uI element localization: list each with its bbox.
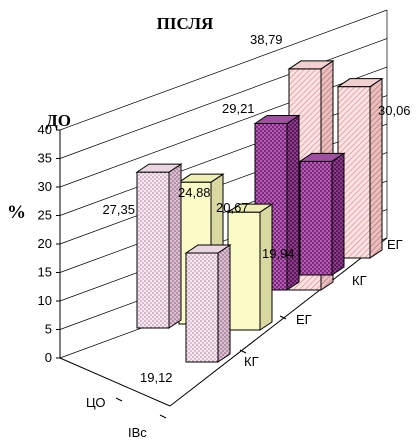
bar-side-face: [331, 152, 345, 276]
depth-tick: [115, 397, 123, 402]
bar-front-face: [185, 252, 219, 363]
bar-value-label: 24,88: [178, 185, 211, 200]
group-axis-label: ЕГ: [296, 312, 312, 327]
depth-tick: [159, 414, 167, 419]
y-tick-label: 10: [38, 293, 52, 308]
floor-right-edge: [169, 237, 388, 407]
group-axis-label: ЕГ: [387, 237, 403, 252]
bar-layer: [135, 59, 384, 363]
bar-value-label: 20,67: [216, 200, 249, 215]
bar-top-face: [184, 244, 232, 254]
bar-front-face: [136, 171, 170, 329]
chart-title-after: ПІСЛЯ: [157, 14, 214, 33]
bar-front-face: [227, 211, 261, 331]
group-axis-label: КГ: [244, 354, 259, 369]
y-tick-label: 15: [38, 265, 52, 280]
bar-top-face: [177, 173, 225, 183]
bar-value-label: 27,35: [102, 202, 135, 217]
bar-top-face: [336, 78, 384, 88]
group-axis-label: КГ: [352, 273, 367, 288]
floor-front-edge: [59, 357, 171, 407]
grid-line: [59, 38, 388, 159]
y-tick-label: 30: [38, 179, 52, 194]
bar-value-label: 38,79: [250, 32, 283, 47]
bar-value-label: 19,94: [262, 246, 295, 261]
y-tick-label: 25: [38, 208, 52, 223]
bar-value-label: 30,06: [378, 103, 411, 118]
bar-side-face: [259, 203, 273, 331]
bar-top-face: [226, 203, 274, 213]
y-tick-label: 40: [38, 122, 52, 137]
bar-top-face: [135, 163, 183, 173]
series-axis-label: ІВс: [128, 425, 147, 440]
y-tick-label: 0: [45, 350, 52, 365]
y-tick-label: 5: [45, 322, 52, 337]
bar-value-label: 29,21: [222, 101, 255, 116]
y-tick-label: 35: [38, 151, 52, 166]
y-axis-label: %: [7, 202, 26, 223]
floor-tick: [279, 315, 287, 320]
floor-tick: [239, 349, 247, 354]
series-axis-label: ЦО: [86, 395, 105, 410]
bar-value-label: 19,12: [140, 370, 173, 385]
label-layer: 27,35 24,88 19,12 20,67 29,21 38,79 19,94 30,06: [102, 32, 410, 385]
axis-layer: 0 5 10 15 20 25 30 35 40 КГ ЕГ КГ ЕГ ЦО ІВс: [38, 10, 403, 440]
chart-title-before: ДО: [46, 111, 71, 130]
bar-top-face: [287, 60, 335, 70]
grid-line: [59, 9, 388, 131]
bar-top-face: [298, 152, 346, 162]
bar-side-face: [286, 114, 300, 291]
bar-top-face: [253, 115, 301, 125]
bar-front-face: [299, 160, 333, 276]
y-tick-label: 20: [38, 236, 52, 251]
bar-side-face: [217, 244, 231, 363]
